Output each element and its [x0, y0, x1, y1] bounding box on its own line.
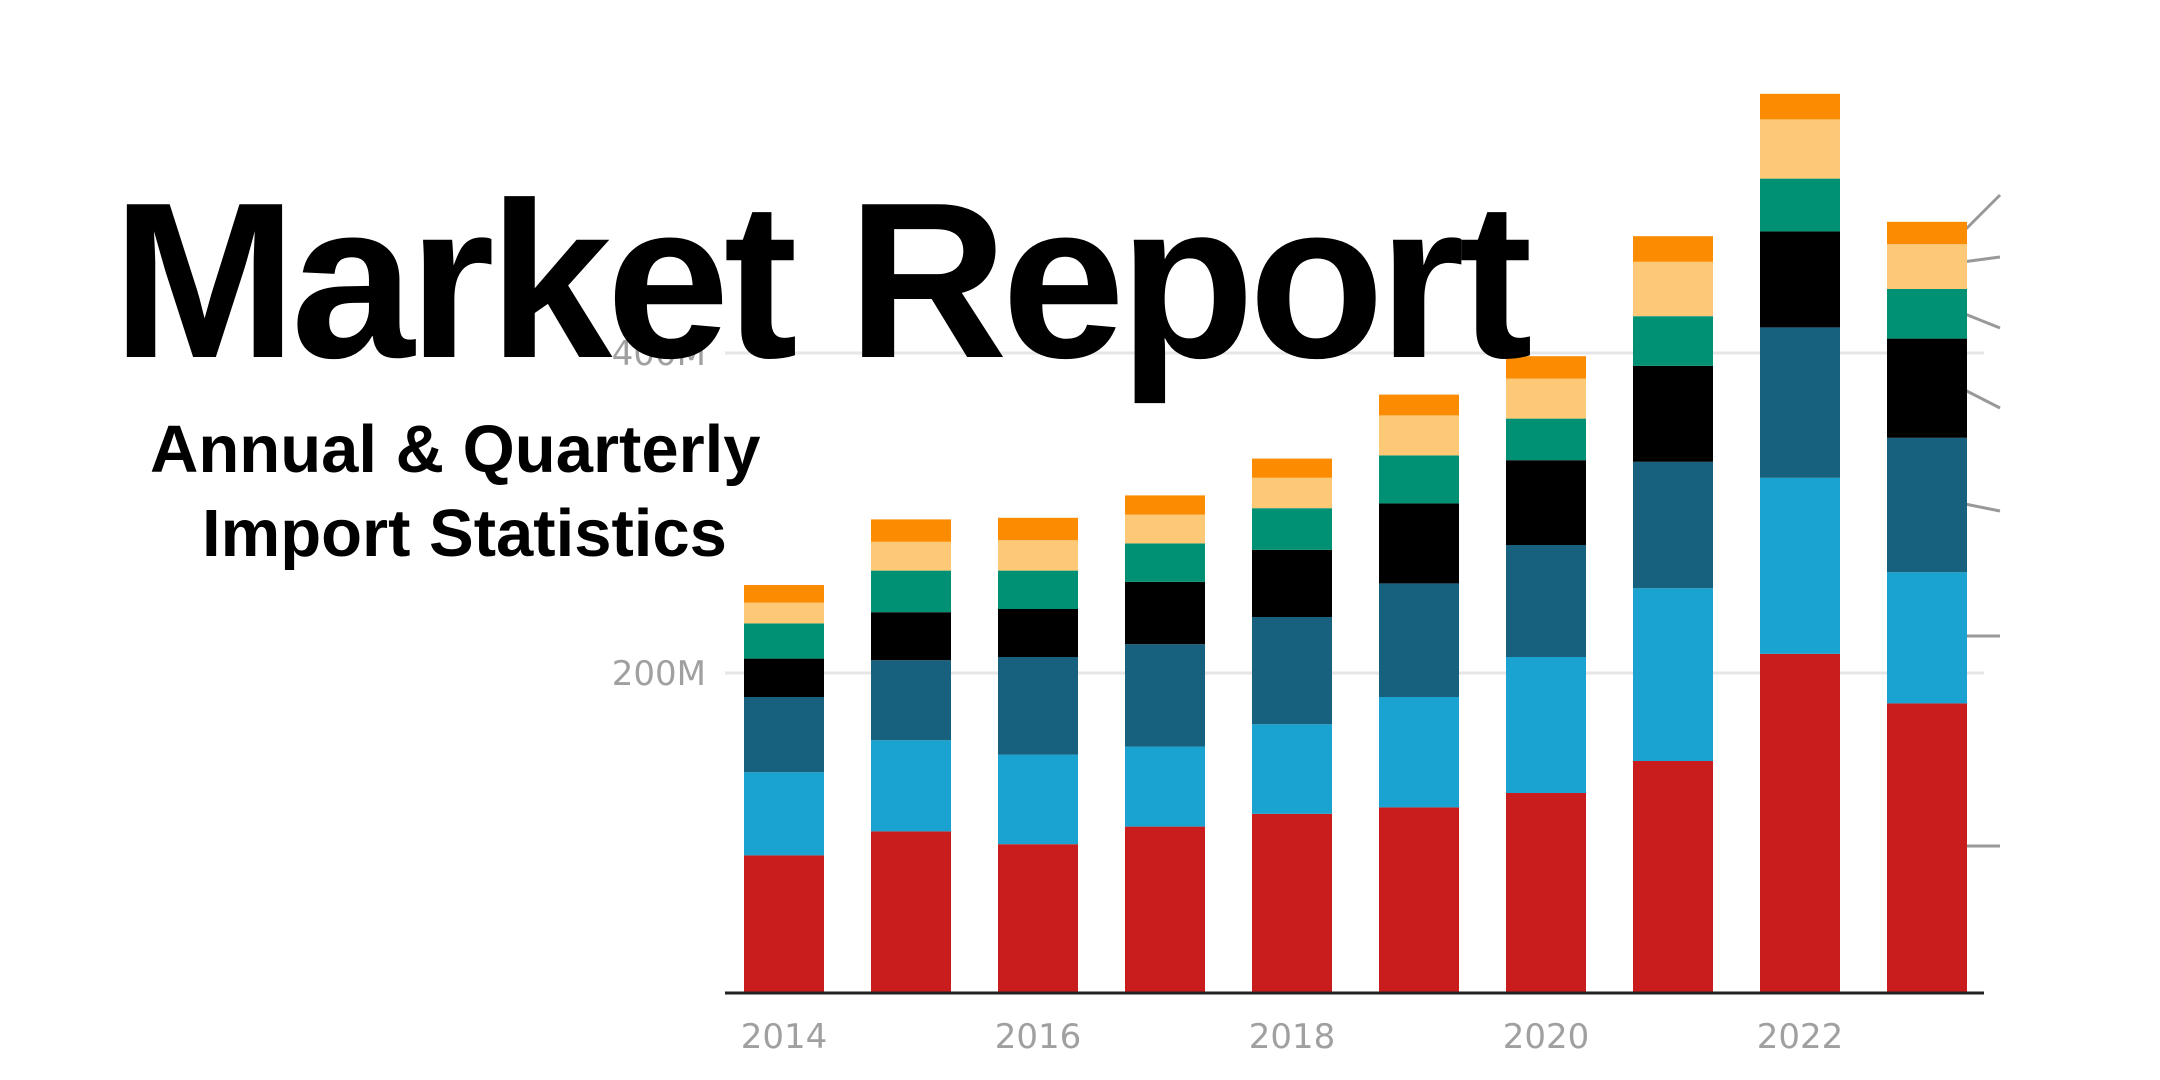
- y-tick-label: 400M: [612, 334, 706, 374]
- bar-segment-2021: [1633, 461, 1713, 589]
- bar-segment-2016: [998, 609, 1078, 657]
- bar-segment-2021: [1633, 316, 1713, 366]
- bar-segment-2022: [1760, 178, 1840, 232]
- bar-segment-2016: [998, 657, 1078, 755]
- bar-segment-2021: [1633, 261, 1713, 317]
- bar-segment-2014: [744, 658, 824, 697]
- bar-segment-2019: [1379, 455, 1459, 504]
- bar-segment-2018: [1252, 458, 1332, 478]
- bar-segment-2014: [744, 602, 824, 624]
- x-tick-label: 2022: [1757, 1017, 1844, 1057]
- bar-segment-2014: [744, 697, 824, 773]
- bar-segment-2020: [1506, 356, 1586, 379]
- bar-segment-2015: [871, 570, 951, 613]
- bar-segment-2023: [1887, 437, 1967, 573]
- bar-segment-2022: [1760, 231, 1840, 328]
- bar-segment-2016: [998, 844, 1078, 993]
- bar-segment-2019: [1379, 415, 1459, 456]
- bar-segment-2018: [1252, 813, 1332, 993]
- bar-segment-2021: [1633, 365, 1713, 462]
- bar-segment-2015: [871, 660, 951, 741]
- page-title: Market Report: [112, 157, 1533, 405]
- bar-segment-2015: [871, 519, 951, 542]
- bar-segment-2016: [998, 570, 1078, 609]
- bar-segment-2018: [1252, 549, 1332, 617]
- bar-segment-2019: [1379, 503, 1459, 584]
- bar-segment-2017: [1125, 514, 1205, 544]
- bar-segment-2023: [1887, 221, 1967, 245]
- subtitle-line-1: Annual & Quarterly: [150, 412, 761, 487]
- bar-segment-2014: [744, 585, 824, 603]
- subtitle-line-2: Import Statistics: [202, 496, 727, 571]
- bar-segment-2018: [1252, 508, 1332, 550]
- bar-segment-2018: [1252, 477, 1332, 509]
- bar-segment-2019: [1379, 807, 1459, 993]
- bar-segment-2017: [1125, 495, 1205, 515]
- bar-segment-2020: [1506, 418, 1586, 461]
- bar-segment-2020: [1506, 793, 1586, 993]
- bar-segment-2023: [1887, 289, 1967, 339]
- bar-segment-2022: [1760, 653, 1840, 993]
- bar-segment-2023: [1887, 572, 1967, 704]
- bar-segment-2015: [871, 541, 951, 571]
- bar-segment-2018: [1252, 617, 1332, 725]
- bar-segment-2016: [998, 540, 1078, 571]
- bar-segment-2015: [871, 831, 951, 993]
- bar-segment-2017: [1125, 581, 1205, 645]
- bar-segment-2022: [1760, 119, 1840, 179]
- bar-segment-2019: [1379, 394, 1459, 416]
- bar-segment-2021: [1633, 761, 1713, 993]
- bar-segment-2023: [1887, 244, 1967, 289]
- bar-segment-2020: [1506, 545, 1586, 657]
- bar-segment-2014: [744, 855, 824, 993]
- bar-segment-2020: [1506, 460, 1586, 545]
- bar-segment-2019: [1379, 697, 1459, 808]
- bar-segment-2021: [1633, 588, 1713, 761]
- bar-segment-2017: [1125, 746, 1205, 827]
- bar-segment-2015: [871, 740, 951, 832]
- bar-segment-2014: [744, 623, 824, 659]
- bar-segment-2022: [1760, 327, 1840, 478]
- bar-segment-2020: [1506, 378, 1586, 419]
- x-tick-label: 2014: [741, 1017, 828, 1057]
- bar-segment-2014: [744, 772, 824, 856]
- bar-segment-2019: [1379, 583, 1459, 697]
- bar-segment-2023: [1887, 338, 1967, 438]
- bar-segment-2022: [1760, 477, 1840, 654]
- x-tick-label: 2018: [1249, 1017, 1336, 1057]
- y-tick-label: 200M: [612, 654, 706, 694]
- bar-segment-2017: [1125, 826, 1205, 993]
- bar-segment-2021: [1633, 236, 1713, 262]
- subtitle: Annual & Quarterly Import Statistics: [150, 408, 790, 576]
- bar-segment-2020: [1506, 657, 1586, 793]
- bar-segment-2017: [1125, 644, 1205, 747]
- bar-segment-2015: [871, 612, 951, 661]
- bar-segment-2016: [998, 517, 1078, 541]
- x-tick-label: 2016: [995, 1017, 1082, 1057]
- bar-segment-2023: [1887, 703, 1967, 993]
- x-tick-label: 2020: [1503, 1017, 1590, 1057]
- bar-segment-2017: [1125, 543, 1205, 582]
- bar-segment-2018: [1252, 724, 1332, 814]
- bar-segment-2022: [1760, 93, 1840, 120]
- bar-segment-2016: [998, 754, 1078, 845]
